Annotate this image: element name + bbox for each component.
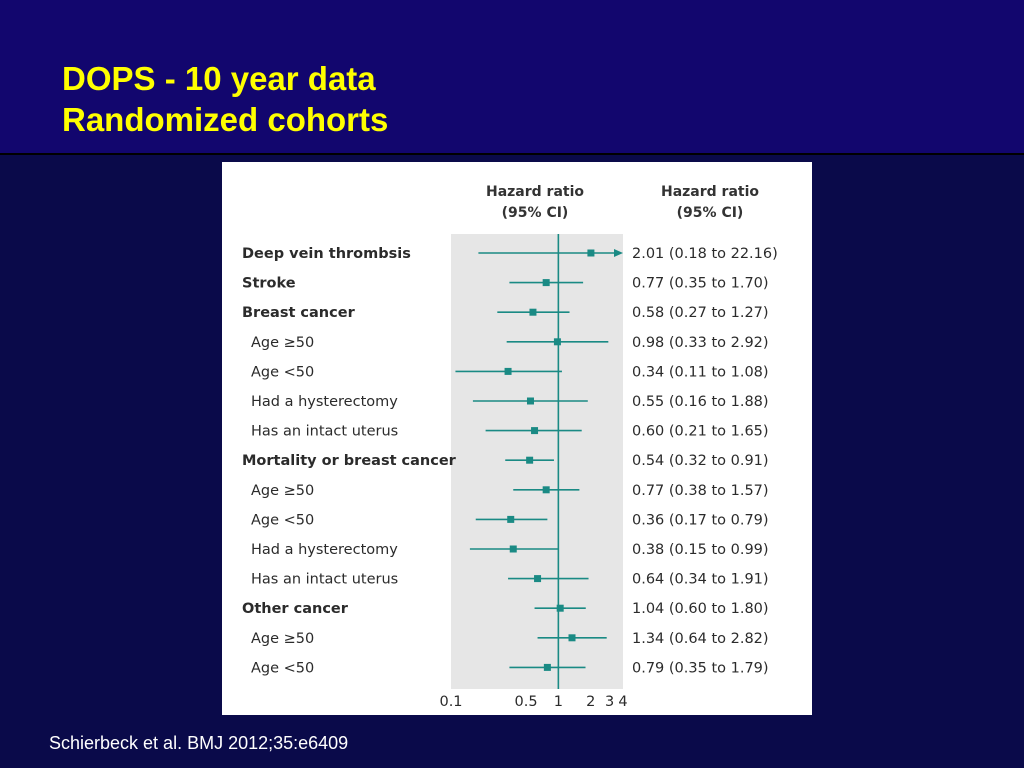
point-estimate — [542, 486, 550, 494]
row-label-subgroup: Age <50 — [251, 512, 314, 528]
x-tick-label: 0.5 — [515, 694, 538, 710]
forest-row: Age ≥50 0.77 (0.38 to 1.57) — [251, 483, 769, 499]
forest-row: Age <50 0.79 (0.35 to 1.79) — [251, 660, 769, 676]
slide-title-line1: DOPS - 10 year data — [62, 60, 376, 97]
slide-header — [0, 0, 1024, 155]
point-estimate — [553, 338, 561, 346]
citation: Schierbeck et al. BMJ 2012;35:e6409 — [49, 733, 349, 753]
row-label-group: Deep vein thrombsis — [242, 246, 411, 262]
forest-row: Had a hysterectomy 0.55 (0.16 to 1.88) — [251, 394, 769, 410]
slide-title-line2: Randomized cohorts — [62, 101, 389, 138]
forest-row: Has an intact uterus 0.60 (0.21 to 1.65) — [251, 424, 769, 440]
hazard-ratio-value: 0.60 (0.21 to 1.65) — [632, 424, 769, 440]
point-estimate — [507, 515, 515, 523]
point-estimate — [534, 575, 542, 583]
point-estimate — [568, 634, 576, 642]
row-label-group: Stroke — [242, 276, 296, 292]
x-tick-label: 2 — [586, 694, 595, 710]
plot-column-header-line2: (95% CI) — [502, 205, 569, 221]
forest-row: Age <50 0.34 (0.11 to 1.08) — [251, 364, 769, 380]
point-estimate — [543, 663, 551, 671]
row-label-subgroup: Age ≥50 — [251, 631, 314, 647]
forest-row: Age ≥50 0.98 (0.33 to 2.92) — [251, 335, 769, 351]
point-estimate — [504, 367, 512, 375]
forest-plot-figure: Hazard ratio (95% CI) Hazard ratio (95% … — [222, 162, 812, 715]
row-label-subgroup: Age <50 — [251, 364, 314, 380]
row-label-group: Other cancer — [242, 601, 349, 617]
x-tick-label: 0.1 — [439, 694, 462, 710]
forest-row: Other cancer 1.04 (0.60 to 1.80) — [242, 601, 769, 617]
hazard-ratio-value: 0.64 (0.34 to 1.91) — [632, 572, 769, 588]
hazard-ratio-value: 0.34 (0.11 to 1.08) — [632, 364, 769, 380]
forest-rows: Deep vein thrombsis 2.01 (0.18 to 22.16) S… — [242, 234, 778, 689]
forest-row: Breast cancer 0.58 (0.27 to 1.27) — [242, 305, 769, 321]
row-label-subgroup: Age ≥50 — [251, 335, 314, 351]
row-label-group: Mortality or breast cancer — [242, 453, 457, 469]
row-label-subgroup: Has an intact uterus — [251, 572, 398, 588]
hazard-ratio-value: 0.54 (0.32 to 0.91) — [632, 453, 769, 469]
hazard-ratio-value: 0.38 (0.15 to 0.99) — [632, 542, 769, 558]
hazard-ratio-value: 0.98 (0.33 to 2.92) — [632, 335, 769, 351]
row-label-subgroup: Age ≥50 — [251, 483, 314, 499]
point-estimate — [526, 397, 534, 405]
plot-column-header-line1: Hazard ratio — [486, 184, 584, 200]
hazard-ratio-value: 0.79 (0.35 to 1.79) — [632, 660, 769, 676]
hazard-ratio-value: 1.34 (0.64 to 2.82) — [632, 631, 769, 647]
row-label-subgroup: Age <50 — [251, 660, 314, 676]
hazard-ratio-value: 0.36 (0.17 to 0.79) — [632, 512, 769, 528]
point-estimate — [556, 604, 564, 612]
forest-plot: Hazard ratio (95% CI) Hazard ratio (95% … — [242, 184, 778, 710]
point-estimate — [529, 308, 537, 316]
forest-row: Has an intact uterus 0.64 (0.34 to 1.91) — [251, 572, 769, 588]
plot-panel — [451, 234, 623, 689]
hazard-ratio-value: 0.58 (0.27 to 1.27) — [632, 305, 769, 321]
forest-row: Age <50 0.36 (0.17 to 0.79) — [251, 512, 769, 528]
row-label-subgroup: Has an intact uterus — [251, 424, 398, 440]
values-column-header-line1: Hazard ratio — [661, 184, 759, 200]
x-tick-label: 4 — [618, 694, 627, 710]
row-label-subgroup: Had a hysterectomy — [251, 542, 398, 558]
point-estimate — [509, 545, 517, 553]
x-axis-ticks: 0.1 0.5 1 2 3 4 — [439, 694, 627, 710]
ci-arrow — [614, 249, 623, 257]
forest-row: Stroke 0.77 (0.35 to 1.70) — [242, 276, 769, 292]
hazard-ratio-value: 0.77 (0.35 to 1.70) — [632, 276, 769, 292]
point-estimate — [542, 279, 550, 287]
forest-row: Mortality or breast cancer 0.54 (0.32 to … — [242, 453, 769, 469]
point-estimate — [531, 427, 539, 435]
slide-title: DOPS - 10 year data Randomized cohorts — [62, 58, 388, 140]
forest-row: Had a hysterectomy 0.38 (0.15 to 0.99) — [251, 542, 769, 558]
hazard-ratio-value: 1.04 (0.60 to 1.80) — [632, 601, 769, 617]
row-label-subgroup: Had a hysterectomy — [251, 394, 398, 410]
forest-row: Age ≥50 1.34 (0.64 to 2.82) — [251, 631, 769, 647]
x-tick-label: 1 — [554, 694, 563, 710]
hazard-ratio-value: 0.55 (0.16 to 1.88) — [632, 394, 769, 410]
hazard-ratio-value: 2.01 (0.18 to 22.16) — [632, 246, 778, 262]
values-column-header-line2: (95% CI) — [677, 205, 744, 221]
x-tick-label: 3 — [605, 694, 614, 710]
point-estimate — [526, 456, 534, 464]
point-estimate — [587, 249, 595, 257]
forest-row: Deep vein thrombsis 2.01 (0.18 to 22.16) — [242, 246, 778, 262]
row-label-group: Breast cancer — [242, 305, 356, 321]
hazard-ratio-value: 0.77 (0.38 to 1.57) — [632, 483, 769, 499]
